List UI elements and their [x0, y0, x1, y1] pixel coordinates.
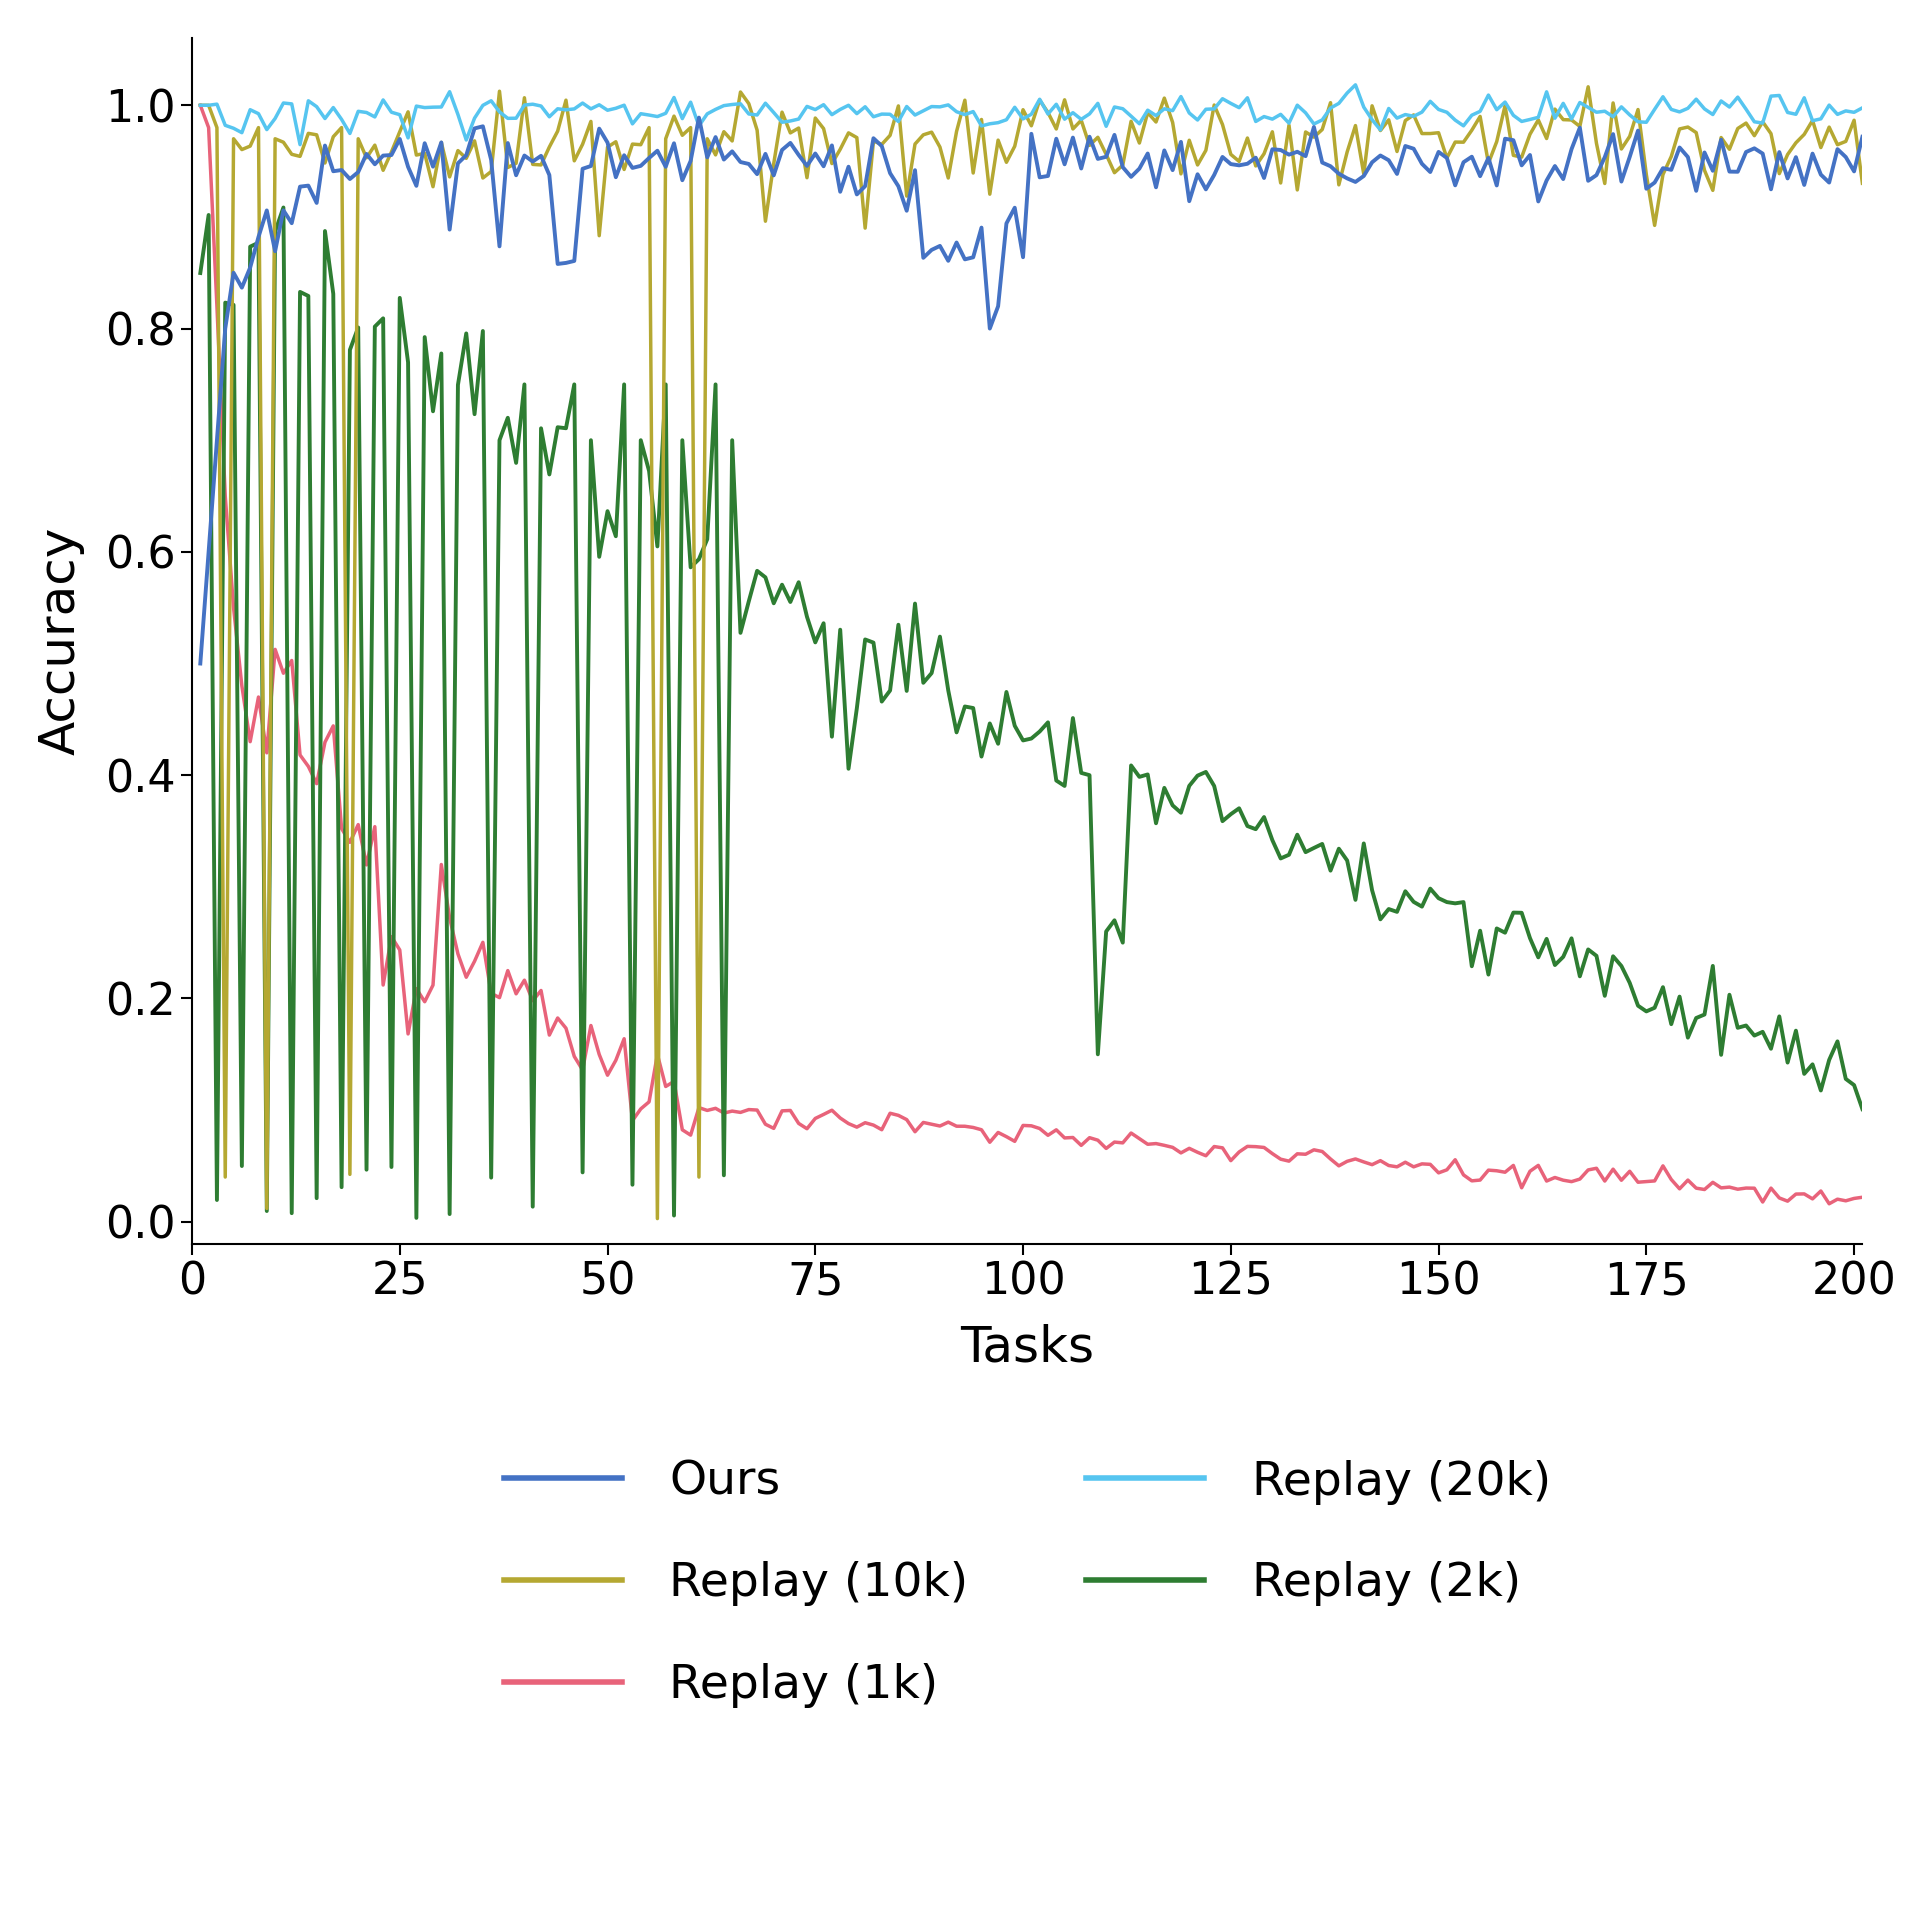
- Ours: [895, 199, 918, 222]
- Replay (2k): [198, 203, 221, 226]
- Ours: [1851, 124, 1874, 147]
- Replay (20k): [895, 96, 918, 119]
- Legend: Ours, Replay (10k), Replay (1k), Replay (20k), Replay (2k): Ours, Replay (10k), Replay (1k), Replay …: [486, 1441, 1569, 1726]
- Replay (2k): [1851, 1097, 1874, 1120]
- Replay (10k): [1726, 117, 1749, 140]
- Replay (1k): [887, 1104, 910, 1127]
- Replay (20k): [1851, 96, 1874, 119]
- Replay (10k): [1851, 172, 1874, 195]
- Replay (10k): [895, 184, 918, 207]
- Replay (10k): [338, 1164, 361, 1187]
- Replay (2k): [348, 316, 371, 339]
- Replay (20k): [188, 94, 211, 117]
- Replay (2k): [188, 262, 211, 285]
- Replay (20k): [198, 94, 221, 117]
- Replay (2k): [273, 195, 296, 218]
- Replay (20k): [348, 100, 371, 122]
- Replay (1k): [795, 1118, 818, 1141]
- Replay (1k): [198, 117, 221, 140]
- Y-axis label: Accuracy: Accuracy: [36, 526, 84, 756]
- Replay (10k): [198, 94, 221, 117]
- Replay (1k): [188, 94, 211, 117]
- Line: Replay (1k): Replay (1k): [200, 105, 1862, 1204]
- Line: Replay (10k): Replay (10k): [200, 86, 1862, 1219]
- Ours: [687, 105, 710, 128]
- Replay (1k): [338, 831, 361, 854]
- Replay (2k): [904, 591, 927, 614]
- Replay (20k): [1094, 115, 1117, 138]
- Ours: [804, 142, 828, 165]
- Replay (2k): [405, 1206, 428, 1229]
- Replay (10k): [1576, 75, 1599, 98]
- Replay (1k): [1087, 1129, 1110, 1152]
- Line: Ours: Ours: [200, 117, 1862, 664]
- Replay (1k): [1709, 1177, 1732, 1200]
- Line: Replay (2k): Replay (2k): [200, 207, 1862, 1217]
- Replay (10k): [1094, 144, 1117, 167]
- Replay (10k): [804, 107, 828, 130]
- Line: Replay (20k): Replay (20k): [200, 84, 1862, 145]
- Replay (10k): [188, 94, 211, 117]
- Replay (20k): [1344, 73, 1367, 96]
- Replay (2k): [812, 612, 835, 635]
- Ours: [1094, 145, 1117, 168]
- Ours: [338, 168, 361, 191]
- Replay (10k): [645, 1208, 668, 1231]
- Ours: [198, 540, 221, 563]
- Replay (1k): [1818, 1192, 1841, 1215]
- Replay (2k): [1726, 1016, 1749, 1039]
- Ours: [1718, 161, 1741, 184]
- Replay (2k): [1102, 909, 1125, 932]
- Replay (1k): [1851, 1187, 1874, 1210]
- Replay (20k): [804, 98, 828, 121]
- Ours: [188, 653, 211, 676]
- Replay (20k): [1726, 86, 1749, 109]
- X-axis label: Tasks: Tasks: [960, 1324, 1094, 1372]
- Replay (20k): [288, 134, 311, 157]
